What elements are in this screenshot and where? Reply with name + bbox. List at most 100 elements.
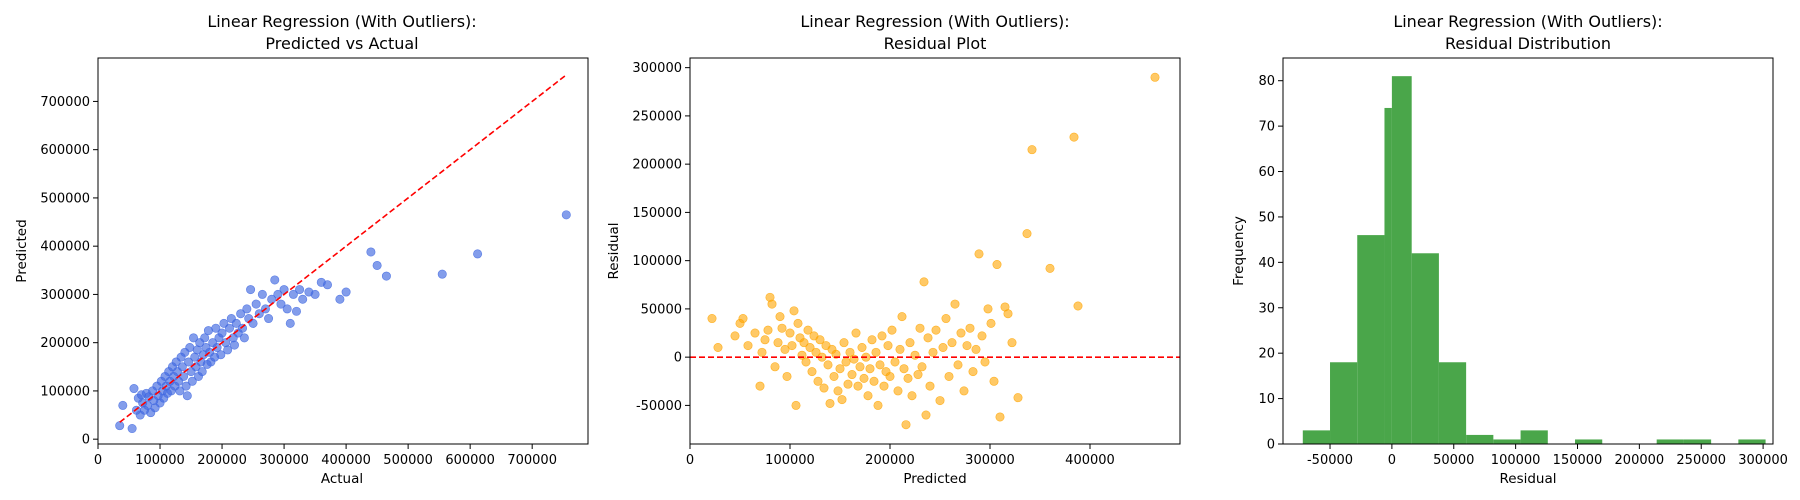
residual-point: [823, 360, 833, 370]
chart-3-x-tick-label: 100000: [1491, 453, 1541, 468]
residual-point: [839, 338, 849, 348]
scatter-point: [251, 299, 261, 309]
chart-2-x-tick-label: 400000: [1065, 453, 1115, 468]
scatter-point: [189, 333, 199, 343]
chart-2-y-tick-label: -50000: [636, 399, 682, 414]
chart-3-y-tick-label: 60: [1258, 165, 1275, 180]
chart-2-frame: [689, 57, 1181, 445]
residual-point: [837, 395, 847, 405]
scatter-point: [561, 210, 571, 220]
scatter-point: [177, 362, 187, 372]
residual-point: [1013, 393, 1023, 403]
chart-2-marks: 0 100000 200000 300000 400000 -50000 0 50000 100…: [632, 61, 1180, 468]
residual-point: [897, 312, 907, 322]
scatter-point: [341, 287, 351, 297]
histogram-bar: [1683, 439, 1712, 444]
chart-3-y-tick-label: 30: [1258, 301, 1275, 316]
chart-1-y-tick-label: 100000: [40, 384, 90, 399]
residual-point: [847, 370, 857, 380]
chart-1-y-axis-label: Predicted: [14, 219, 30, 282]
residual-point: [962, 341, 972, 351]
residual-point: [1069, 132, 1079, 142]
residual-point: [849, 354, 859, 364]
scatter-point: [381, 271, 391, 281]
scatter-point: [437, 269, 447, 279]
histogram-bar: [1466, 434, 1494, 444]
scatter-point: [310, 289, 320, 299]
scatter-point: [236, 309, 246, 319]
residual-point: [841, 357, 851, 367]
residual-point: [895, 344, 905, 354]
residual-point: [867, 335, 877, 345]
residual-point: [989, 376, 999, 386]
chart-1-marks: 0 100000 200000 300000 400000 500000 600000 700…: [40, 74, 571, 468]
residual-point: [956, 328, 966, 338]
residual-point: [780, 344, 790, 354]
scatter-point: [473, 249, 483, 259]
histogram-bar: [1302, 430, 1331, 444]
residual-point: [965, 323, 975, 333]
residual-point: [875, 360, 885, 370]
chart-1-x-tick-label: 0: [94, 453, 102, 468]
residual-point: [738, 314, 748, 324]
histogram-bar: [1575, 439, 1603, 444]
histogram-bar: [1493, 439, 1521, 444]
residual-point: [807, 367, 817, 377]
scatter-point: [282, 304, 292, 314]
chart-1-x-tick-label: 600000: [445, 453, 495, 468]
residual-point: [760, 335, 770, 345]
chart-3-y-tick-label: 20: [1258, 347, 1275, 362]
scatter-point: [182, 391, 192, 401]
chart-3-marks: -50000 0 50000 100000 150000 200000 250000 3000…: [1258, 74, 1787, 468]
residual-point: [773, 338, 783, 348]
scatter-point: [246, 285, 256, 295]
chart-1-y-tick-label: 600000: [40, 143, 90, 158]
scatter-point: [335, 294, 345, 304]
residual-point: [887, 325, 897, 335]
residual-point: [873, 400, 883, 410]
residual-point: [1073, 301, 1083, 311]
residual-point: [913, 370, 923, 380]
residual-point: [805, 342, 815, 352]
scatter-point: [181, 381, 191, 391]
residual-point: [825, 398, 835, 408]
scatter-point: [276, 299, 286, 309]
histogram-bar: [1520, 430, 1548, 444]
scatter-point: [224, 323, 234, 333]
residual-distribution-panel: Linear Regression (With Outliers): Resid…: [1231, 12, 1788, 487]
residual-point: [707, 314, 717, 324]
chart-3-y-tick-label: 10: [1258, 392, 1275, 407]
chart-3-y-tick-label: 70: [1258, 120, 1275, 135]
chart-1-x-axis-label: Actual: [321, 471, 363, 487]
scatter-point: [366, 247, 376, 257]
residual-point: [959, 386, 969, 396]
scatter-point: [229, 340, 239, 350]
residual-point: [935, 396, 945, 406]
chart-3-x-tick-label: 0: [1388, 453, 1396, 468]
residual-point: [787, 341, 797, 351]
residual-point: [885, 371, 895, 381]
chart-3-y-tick-label: 0: [1267, 438, 1275, 453]
chart-2-y-tick-label: 150000: [632, 206, 682, 221]
residual-point: [801, 357, 811, 367]
residual-point: [855, 362, 865, 372]
chart-1-x-tick-label: 200000: [197, 453, 247, 468]
residual-point: [917, 362, 927, 372]
chart-3-x-tick-label: 300000: [1738, 453, 1788, 468]
residual-point: [901, 420, 911, 430]
scatter-point: [239, 333, 249, 343]
scatter-point: [184, 357, 194, 367]
chart-1-x-tick-label: 400000: [321, 453, 371, 468]
residual-point: [815, 335, 825, 345]
chart-3-x-axis-label: Residual: [1499, 471, 1556, 487]
residual-point: [944, 371, 954, 381]
predicted-vs-actual-panel: Linear Regression (With Outliers): Predi…: [14, 12, 589, 487]
chart-1-x-tick-label: 300000: [259, 453, 309, 468]
residual-point: [843, 379, 853, 389]
residual-point: [869, 376, 879, 386]
chart-2-x-tick-label: 0: [686, 453, 694, 468]
residual-point: [755, 381, 765, 391]
chart-2-x-tick-label: 300000: [965, 453, 1015, 468]
chart-3-x-tick-label: 250000: [1676, 453, 1726, 468]
chart-2-title-line2: Residual Plot: [884, 34, 987, 53]
